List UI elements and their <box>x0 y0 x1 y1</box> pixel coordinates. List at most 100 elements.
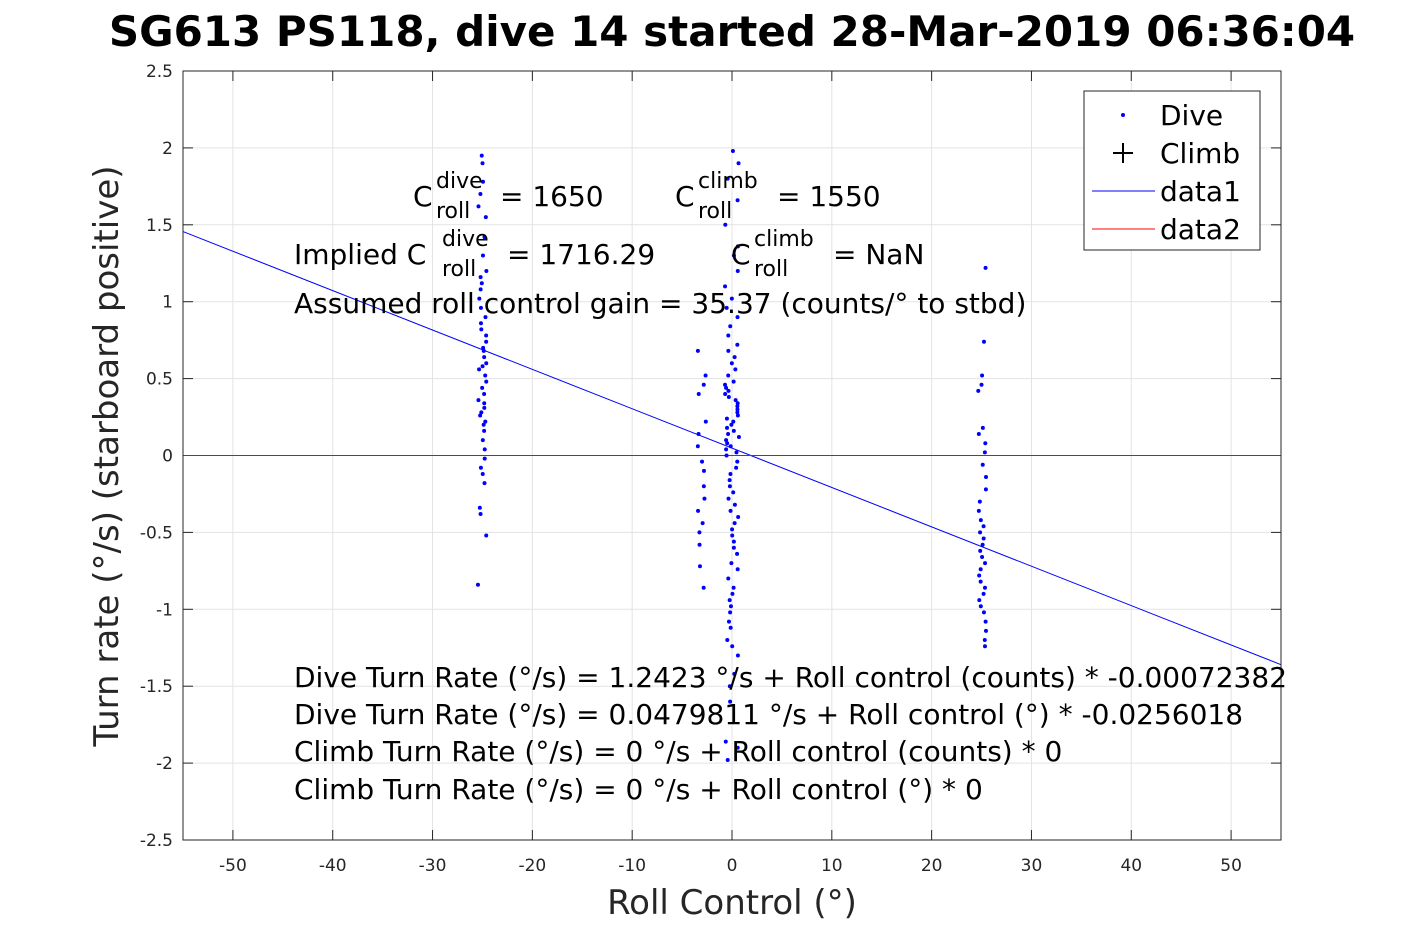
equation-climb-counts: Climb Turn Rate (°/s) = 0 °/s + Roll con… <box>294 735 1062 768</box>
dive-point <box>978 548 983 553</box>
dive-point <box>478 287 483 292</box>
dive-point <box>696 508 701 513</box>
dive-point <box>736 515 741 520</box>
annotations: C dive roll = 1650 C climb roll = 1550 I… <box>294 169 1287 806</box>
dive-point <box>730 533 735 538</box>
dive-point <box>700 521 705 526</box>
x-tick-label: -40 <box>319 856 347 876</box>
dive-point <box>735 551 740 556</box>
dive-point <box>482 456 487 461</box>
dive-points <box>475 148 988 763</box>
dive-point <box>726 373 731 378</box>
dive-point <box>728 471 733 476</box>
dive-point <box>978 579 983 584</box>
c-roll-climb-value: = 1550 <box>777 180 881 213</box>
dive-point <box>982 450 987 455</box>
y-tick-label: -2 <box>156 754 173 774</box>
dive-point <box>477 367 482 372</box>
dive-point <box>983 441 988 446</box>
dive-point <box>480 471 485 476</box>
dive-point <box>477 505 482 510</box>
dive-point <box>731 379 736 384</box>
dive-point <box>727 478 732 483</box>
dive-point <box>483 419 488 424</box>
dive-point <box>732 521 737 526</box>
dive-point <box>981 591 986 596</box>
dive-point <box>732 671 737 676</box>
dive-point <box>978 518 983 523</box>
dive-point <box>725 441 730 446</box>
series-line-data1 <box>182 231 1282 666</box>
dive-point <box>724 438 729 443</box>
dive-point <box>976 431 981 436</box>
dive-point <box>983 628 988 633</box>
legend-dive-marker <box>1121 113 1125 117</box>
dive-point <box>479 281 484 286</box>
dive-point <box>478 192 483 197</box>
implied-climb-sub: roll <box>754 257 788 282</box>
dive-point <box>730 527 735 532</box>
legend-data2-label: data2 <box>1160 213 1241 246</box>
dive-point <box>480 161 485 166</box>
dive-point <box>735 459 740 464</box>
y-axis-label: Turn rate (°/s) (starboard positive) <box>87 165 127 747</box>
dive-point <box>731 539 736 544</box>
y-tick-label: 2.5 <box>146 62 173 82</box>
dive-point <box>728 444 733 449</box>
dive-point <box>480 364 485 369</box>
x-tick-label: -50 <box>219 856 247 876</box>
dive-point <box>477 296 482 301</box>
dive-point <box>482 355 487 360</box>
dive-point <box>725 176 730 181</box>
dive-point <box>484 533 489 538</box>
y-tick-label: 1 <box>162 293 173 313</box>
dive-point <box>478 413 483 418</box>
fit-lines <box>182 231 1282 666</box>
legend-climb-marker <box>1113 143 1133 163</box>
dive-point <box>482 481 487 486</box>
dive-point <box>701 484 706 489</box>
dive-point <box>478 321 483 326</box>
dive-point <box>724 305 729 310</box>
dive-point <box>977 499 982 504</box>
equation-dive-degrees: Dive Turn Rate (°/s) = 0.0479811 °/s + R… <box>294 698 1243 731</box>
c-roll-dive-sub: roll <box>436 199 470 224</box>
dive-point <box>728 324 733 329</box>
dive-point <box>733 367 738 372</box>
dive-point <box>729 361 734 366</box>
dive-point <box>479 153 484 158</box>
dive-point <box>479 410 484 415</box>
dive-point <box>735 342 740 347</box>
c-roll-dive-sup: dive <box>436 169 483 194</box>
dive-point <box>980 542 985 547</box>
dive-point <box>723 739 728 744</box>
dive-point <box>731 490 736 495</box>
equation-climb-degrees: Climb Turn Rate (°/s) = 0 °/s + Roll con… <box>294 773 983 806</box>
dive-point <box>735 745 740 750</box>
dive-point <box>982 638 987 643</box>
dive-point <box>479 327 484 332</box>
axis-ticks: -50 -40 -30 -20 -10 0 10 20 30 40 50 2.5 2 1.5 1 0.5 0 -0… <box>140 62 1281 876</box>
dive-point <box>475 582 480 587</box>
dive-point <box>730 591 735 596</box>
dive-point <box>730 148 735 153</box>
dive-point <box>723 222 728 227</box>
dive-point <box>725 758 730 763</box>
dive-point <box>725 425 730 430</box>
dive-point <box>731 428 736 433</box>
y-tick-label: -0.5 <box>140 523 173 543</box>
dive-point <box>982 644 987 649</box>
implied-dive-sup: dive <box>442 227 489 252</box>
dive-point <box>981 339 986 344</box>
dive-point <box>726 496 731 501</box>
c-roll-climb: C <box>675 180 695 213</box>
dive-point <box>729 296 734 301</box>
dive-point <box>478 275 483 280</box>
dive-point <box>976 388 981 393</box>
x-tick-label: 10 <box>821 856 843 876</box>
dive-point <box>724 385 729 390</box>
dive-point <box>483 215 488 220</box>
dive-point <box>726 333 731 338</box>
dive-point <box>735 653 740 658</box>
